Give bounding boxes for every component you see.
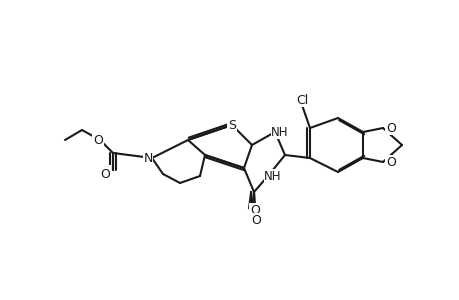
- Text: NH: NH: [263, 169, 281, 182]
- Text: Cl: Cl: [295, 94, 308, 106]
- Text: O: O: [100, 167, 110, 181]
- Text: O: O: [250, 203, 259, 217]
- Text: N: N: [143, 152, 152, 164]
- Text: O: O: [251, 214, 260, 226]
- Text: O: O: [385, 122, 395, 134]
- Text: O: O: [93, 134, 103, 146]
- Text: S: S: [228, 118, 235, 131]
- Text: O: O: [100, 166, 110, 178]
- Text: O: O: [385, 155, 395, 169]
- Text: NH: NH: [271, 125, 288, 139]
